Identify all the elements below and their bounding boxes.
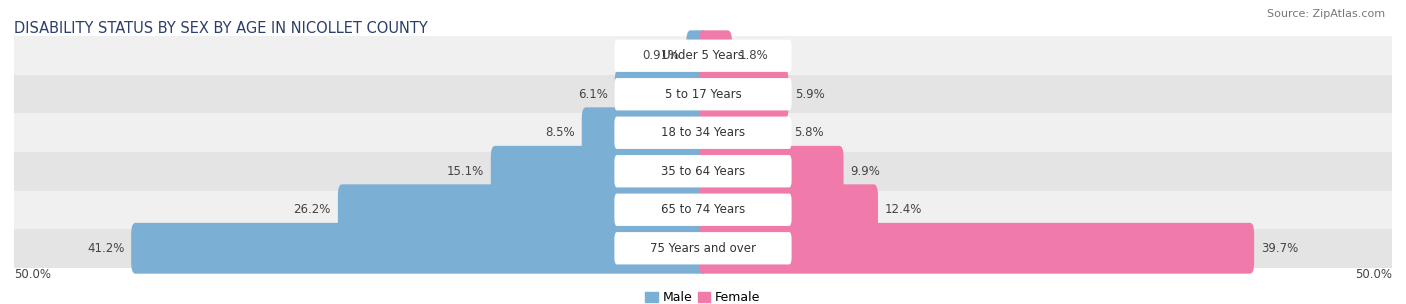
Text: 0.91%: 0.91% bbox=[643, 49, 679, 62]
Bar bbox=[14, 191, 1392, 229]
FancyBboxPatch shape bbox=[614, 40, 792, 72]
Bar bbox=[14, 113, 1392, 152]
FancyBboxPatch shape bbox=[614, 232, 792, 264]
Text: 75 Years and over: 75 Years and over bbox=[650, 242, 756, 255]
FancyBboxPatch shape bbox=[614, 69, 707, 120]
Text: 15.1%: 15.1% bbox=[447, 165, 484, 178]
Bar bbox=[14, 36, 1392, 75]
Text: 12.4%: 12.4% bbox=[884, 203, 922, 216]
Text: 1.8%: 1.8% bbox=[738, 49, 769, 62]
Text: 41.2%: 41.2% bbox=[87, 242, 124, 255]
Text: 8.5%: 8.5% bbox=[546, 126, 575, 139]
Text: Source: ZipAtlas.com: Source: ZipAtlas.com bbox=[1267, 9, 1385, 19]
FancyBboxPatch shape bbox=[686, 30, 707, 81]
FancyBboxPatch shape bbox=[614, 155, 792, 188]
Text: 39.7%: 39.7% bbox=[1261, 242, 1298, 255]
Text: 6.1%: 6.1% bbox=[578, 88, 607, 101]
FancyBboxPatch shape bbox=[699, 30, 733, 81]
Text: 18 to 34 Years: 18 to 34 Years bbox=[661, 126, 745, 139]
FancyBboxPatch shape bbox=[699, 69, 789, 120]
Bar bbox=[14, 152, 1392, 191]
Legend: Male, Female: Male, Female bbox=[641, 286, 765, 304]
Text: 50.0%: 50.0% bbox=[14, 268, 51, 281]
Bar bbox=[14, 75, 1392, 113]
FancyBboxPatch shape bbox=[699, 146, 844, 197]
FancyBboxPatch shape bbox=[491, 146, 707, 197]
Text: Under 5 Years: Under 5 Years bbox=[662, 49, 744, 62]
Text: 26.2%: 26.2% bbox=[294, 203, 330, 216]
Text: 9.9%: 9.9% bbox=[851, 165, 880, 178]
Text: 5 to 17 Years: 5 to 17 Years bbox=[665, 88, 741, 101]
Text: 65 to 74 Years: 65 to 74 Years bbox=[661, 203, 745, 216]
Text: 35 to 64 Years: 35 to 64 Years bbox=[661, 165, 745, 178]
FancyBboxPatch shape bbox=[337, 184, 707, 235]
FancyBboxPatch shape bbox=[131, 223, 707, 274]
FancyBboxPatch shape bbox=[699, 184, 877, 235]
Text: 5.8%: 5.8% bbox=[794, 126, 824, 139]
FancyBboxPatch shape bbox=[614, 116, 792, 149]
FancyBboxPatch shape bbox=[582, 107, 707, 158]
Bar bbox=[14, 229, 1392, 268]
Text: 50.0%: 50.0% bbox=[1355, 268, 1392, 281]
FancyBboxPatch shape bbox=[699, 223, 1254, 274]
FancyBboxPatch shape bbox=[699, 107, 787, 158]
FancyBboxPatch shape bbox=[614, 194, 792, 226]
Text: DISABILITY STATUS BY SEX BY AGE IN NICOLLET COUNTY: DISABILITY STATUS BY SEX BY AGE IN NICOL… bbox=[14, 22, 427, 36]
Text: 5.9%: 5.9% bbox=[796, 88, 825, 101]
FancyBboxPatch shape bbox=[614, 78, 792, 110]
